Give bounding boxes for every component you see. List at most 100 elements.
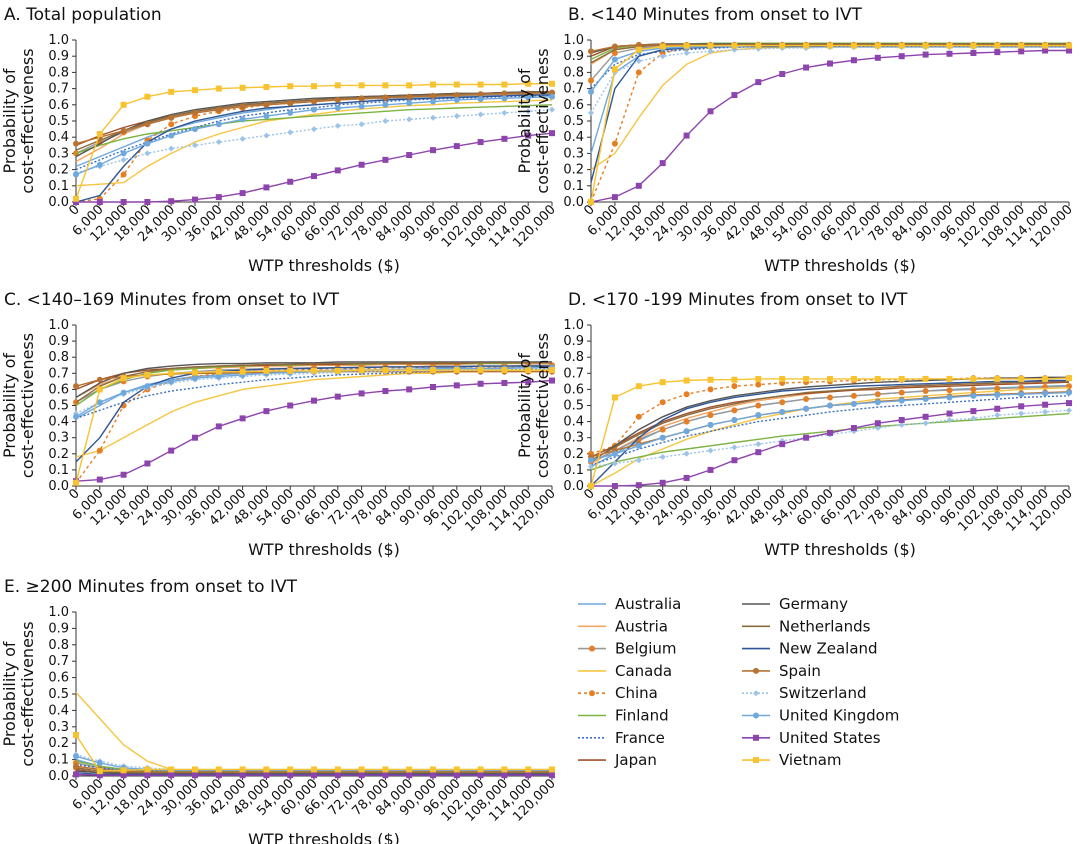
data-point — [850, 392, 857, 399]
data-point — [946, 394, 953, 401]
data-point — [477, 367, 484, 374]
legend-label: Belgium — [615, 640, 677, 658]
data-point — [501, 766, 508, 773]
data-point — [1066, 407, 1072, 414]
y-tick-label: 0.7 — [48, 654, 69, 669]
data-point — [588, 483, 594, 489]
series-new-zealand — [75, 94, 552, 203]
data-point — [168, 447, 175, 454]
series-spain — [73, 89, 555, 147]
data-point — [779, 375, 786, 382]
series-line — [75, 109, 553, 174]
data-point — [946, 387, 953, 394]
data-point — [803, 434, 810, 441]
data-point — [406, 116, 413, 123]
data-point — [611, 394, 618, 401]
data-point — [501, 379, 508, 386]
data-point — [1066, 375, 1072, 382]
data-point — [635, 41, 642, 48]
series-netherlands — [590, 380, 1069, 461]
data-point — [73, 195, 79, 202]
series-line — [590, 380, 1069, 461]
data-point — [874, 375, 881, 382]
data-point — [96, 130, 103, 137]
data-point — [588, 199, 594, 205]
data-point — [946, 375, 953, 382]
legend-item: Belgium — [578, 640, 677, 658]
data-point — [683, 391, 690, 398]
data-point — [168, 378, 175, 385]
data-point — [453, 772, 460, 779]
data-point — [731, 444, 738, 451]
y-tick-label: 0.2 — [563, 447, 584, 462]
data-point — [525, 772, 532, 779]
y-tick-label: 0.1 — [48, 179, 69, 194]
data-point — [683, 132, 690, 139]
data-point — [263, 766, 270, 773]
data-point — [477, 380, 484, 387]
x-axis-label: WTP thresholds ($) — [248, 256, 400, 275]
legend-label: China — [615, 684, 658, 702]
legend-label: Netherlands — [779, 617, 871, 635]
data-point — [215, 766, 222, 773]
data-point — [683, 450, 690, 457]
data-point — [358, 390, 365, 397]
data-point — [755, 375, 762, 382]
data-point — [215, 85, 222, 92]
data-point — [263, 772, 270, 779]
x-tick-label: 0 — [66, 486, 82, 502]
data-point — [803, 64, 810, 71]
data-point — [683, 428, 690, 435]
data-point — [970, 42, 977, 49]
data-point — [898, 375, 905, 382]
series-line — [75, 361, 552, 398]
data-point — [215, 106, 222, 113]
data-point — [659, 434, 666, 441]
data-point — [970, 375, 977, 382]
data-point — [1066, 42, 1072, 49]
data-point — [334, 82, 341, 89]
y-axis-label: Probability of — [515, 353, 534, 458]
panel-title: C. <140–169 Minutes from onset to IVT — [4, 290, 340, 310]
y-tick-label: 0.5 — [48, 114, 69, 129]
data-point — [803, 42, 810, 49]
x-axis-label: WTP thresholds ($) — [764, 256, 916, 275]
legend-item: Switzerland — [742, 684, 867, 702]
y-tick-label: 0.1 — [48, 753, 69, 768]
data-point — [168, 121, 175, 128]
data-point — [874, 391, 881, 398]
data-point — [430, 81, 436, 88]
legend-item: United States — [742, 729, 881, 747]
data-point — [311, 126, 317, 133]
y-axis-label: Probability of — [0, 641, 19, 746]
data-point — [263, 367, 270, 374]
data-point — [477, 139, 484, 146]
data-point — [215, 373, 222, 380]
series-line — [590, 49, 1069, 203]
data-point — [994, 49, 1001, 56]
data-point — [707, 466, 714, 473]
data-point — [850, 57, 857, 64]
data-point — [144, 371, 151, 378]
data-point — [168, 198, 175, 205]
data-point — [263, 184, 270, 191]
data-point — [779, 71, 786, 78]
legend-label: Finland — [615, 707, 669, 725]
y-tick-label: 0.6 — [563, 382, 584, 397]
data-point — [549, 93, 555, 100]
chart-panel-b: B. <140 Minutes from onset to IVT0.00.10… — [515, 5, 1076, 275]
data-point — [850, 42, 857, 49]
legend-label: Australia — [615, 595, 681, 613]
data-point — [239, 116, 246, 123]
series-line — [590, 44, 1069, 203]
data-point — [611, 56, 618, 63]
y-tick-label: 0.5 — [48, 399, 69, 414]
data-point — [144, 140, 151, 147]
data-point — [239, 772, 246, 779]
data-point — [683, 418, 690, 425]
data-point — [659, 479, 666, 486]
data-point — [549, 367, 555, 374]
data-point — [73, 732, 79, 738]
legend-item: United Kingdom — [742, 707, 899, 725]
data-point — [73, 140, 79, 147]
